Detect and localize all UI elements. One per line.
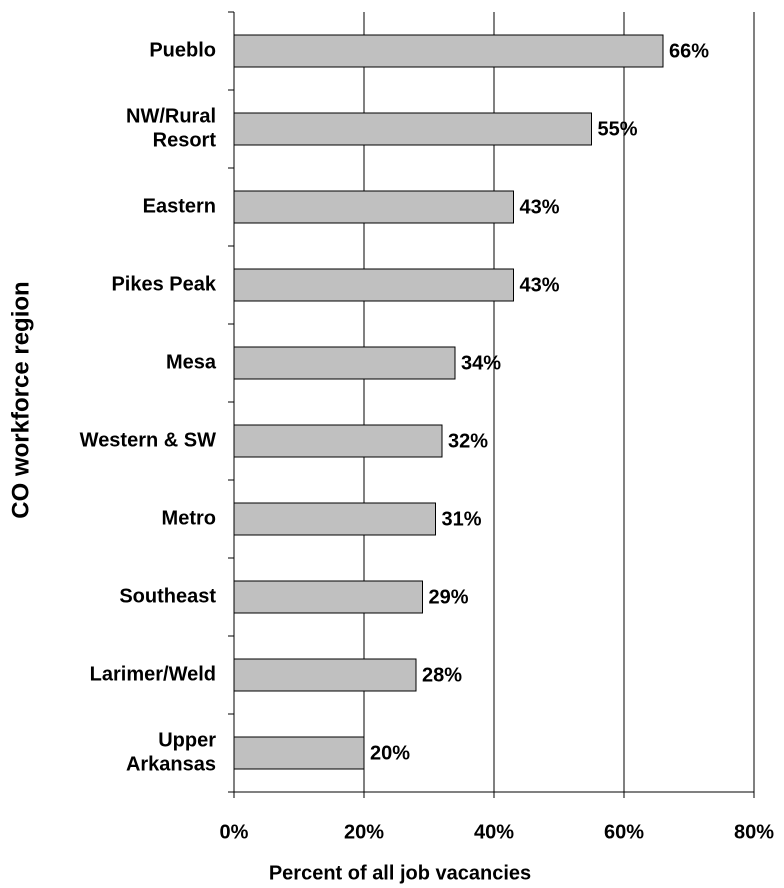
bar (233, 580, 423, 614)
y-tick-label: NW/Rural (126, 105, 216, 127)
value-label: 31% (442, 508, 482, 530)
value-label: 55% (598, 118, 638, 140)
y-tick-label: Arkansas (126, 753, 216, 775)
y-tick-label: Eastern (143, 195, 216, 217)
y-tick-label: Western & SW (80, 429, 216, 451)
x-tick-label: 40% (474, 821, 514, 843)
y-tick-label: Upper (158, 729, 216, 751)
y-tick-label: Southeast (119, 585, 216, 607)
y-tick-label: Metro (162, 507, 216, 529)
bar (233, 658, 417, 692)
y-tick-label: Pikes Peak (111, 273, 216, 295)
value-label: 20% (370, 742, 410, 764)
value-label: 28% (422, 664, 462, 686)
y-tick-label: Larimer/Weld (90, 663, 216, 685)
value-label: 66% (669, 40, 709, 62)
value-label: 43% (520, 274, 560, 296)
value-label: 43% (520, 196, 560, 218)
x-tick-label: 60% (604, 821, 644, 843)
y-axis-label: CO workforce region (7, 281, 34, 518)
bar (233, 502, 436, 536)
x-tick-label: 0% (220, 821, 249, 843)
bar (233, 190, 514, 224)
bar (233, 346, 456, 380)
x-tick-label: 80% (734, 821, 774, 843)
bar (233, 112, 592, 146)
bar (233, 268, 514, 302)
x-axis-label: Percent of all job vacancies (269, 862, 531, 884)
x-tick-label: 20% (344, 821, 384, 843)
y-tick-label: Pueblo (149, 39, 216, 61)
y-tick-label: Mesa (166, 351, 217, 373)
value-label: 32% (448, 430, 488, 452)
value-label: 29% (429, 586, 469, 608)
y-tick-label: Resort (153, 129, 217, 151)
bar (233, 424, 443, 458)
bar (233, 736, 365, 770)
bar (233, 34, 664, 68)
value-label: 34% (461, 352, 501, 374)
